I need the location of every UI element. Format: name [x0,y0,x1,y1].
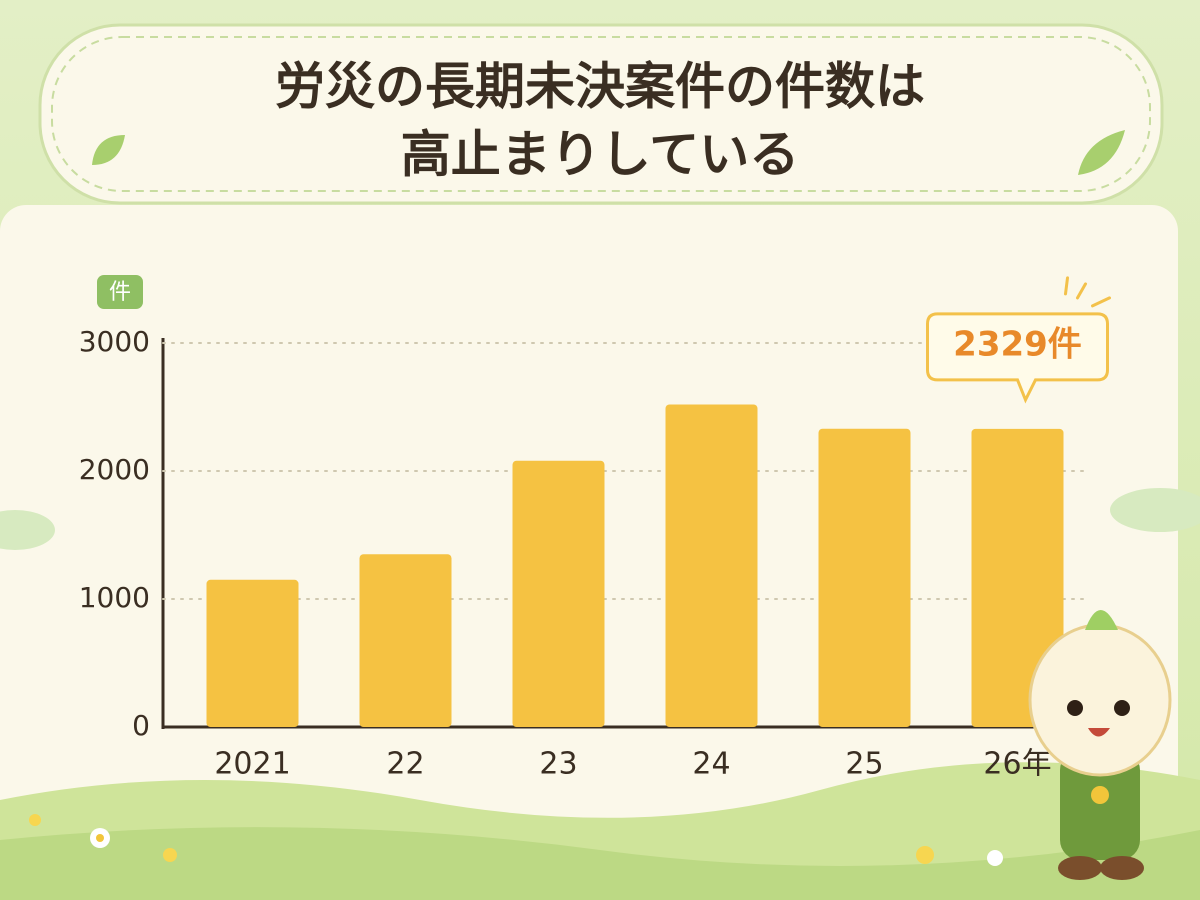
mascot [1028,610,1172,880]
bar [206,579,299,727]
cloud [0,510,55,550]
sparkle [1091,296,1111,308]
y-tick-label: 3000 [79,325,150,358]
title-border [51,36,1151,192]
mascot-eye [1114,700,1130,716]
mascot-flower [1091,786,1109,804]
leaf [1078,130,1125,175]
y-tick-label: 2000 [79,453,150,486]
y-tick-label: 0 [132,709,150,742]
x-tick-label: 22 [386,747,424,782]
mascot-body [1060,750,1140,860]
flower [96,834,104,842]
mascot-shoe [1100,856,1144,880]
y-axis-label: 件 [109,280,131,305]
bar [971,428,1064,727]
bar [359,554,452,727]
y-label-box [97,275,143,309]
bar [512,460,605,727]
x-tick-label: 2021 [214,747,290,782]
chart-title: 労災の長期未決案件の件数は [275,58,925,116]
hill [0,827,1200,900]
bar [665,404,758,727]
y-tick-label: 1000 [79,581,150,614]
flower [163,848,177,862]
value-label: 2329件 [953,324,1082,364]
mascot-eye [1067,700,1083,716]
flower [29,814,41,826]
title-box [38,23,1164,205]
flower [916,846,934,864]
x-tick-label: 26年 [983,747,1051,782]
sparkle [1064,276,1069,296]
x-tick-label: 24 [692,747,730,782]
mascot-mouth [1088,728,1110,737]
sparkle [1076,282,1087,300]
mascot-shoe [1058,856,1102,880]
flower [987,850,1003,866]
chart-title: 高止まりしている [401,126,800,184]
cloud [1110,488,1200,532]
leaf [92,135,125,165]
x-tick-label: 25 [845,747,883,782]
x-tick-label: 23 [539,747,577,782]
mascot-head [1028,623,1172,777]
mascot-sprout [1085,610,1118,630]
callout-box [926,312,1109,404]
bar [818,428,911,727]
